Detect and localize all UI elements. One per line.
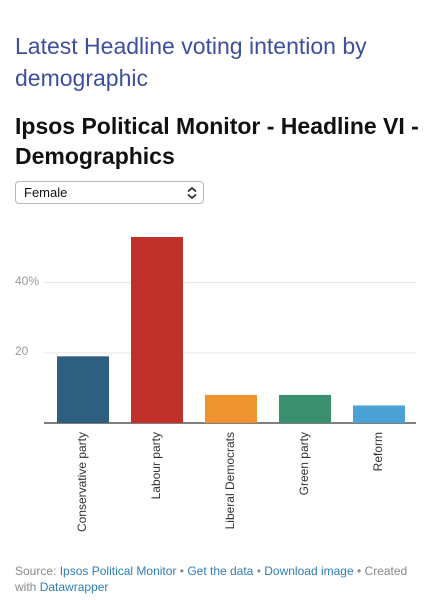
page-heading: Latest Headline voting intention by demo… (15, 33, 367, 91)
created-label: Created with (15, 564, 408, 594)
footer: Source: Ipsos Political Monitor • Get th… (15, 563, 420, 595)
x-tick-label: Reform (371, 432, 385, 471)
separator: • (179, 564, 184, 578)
bar (131, 237, 183, 423)
chart-title: Ipsos Political Monitor - Headline VI - … (15, 113, 419, 169)
dropdown-chevron (187, 187, 197, 199)
y-tick-label: 40% (15, 274, 39, 288)
source-link[interactable]: Ipsos Political Monitor (59, 564, 177, 578)
x-tick-label: Liberal Democrats (223, 432, 237, 529)
download-link[interactable]: Download image (264, 564, 354, 578)
separator: • (256, 564, 261, 578)
get-data-link[interactable]: Get the data (187, 564, 254, 578)
dropdown-value: Female (24, 185, 68, 200)
x-tick-label: Green party (297, 432, 311, 495)
source-label: Source: (15, 564, 57, 578)
bar (353, 405, 405, 423)
x-tick-label: Conservative party (75, 432, 89, 532)
tool-link[interactable]: Datawrapper (39, 580, 109, 594)
bar (279, 394, 331, 423)
filter-dropdown[interactable]: Female (15, 181, 204, 204)
separator: • (356, 564, 362, 578)
bar (205, 394, 257, 423)
bar (57, 356, 109, 423)
x-tick-label: Labour party (149, 432, 163, 499)
y-tick-label: 20 (15, 344, 29, 358)
